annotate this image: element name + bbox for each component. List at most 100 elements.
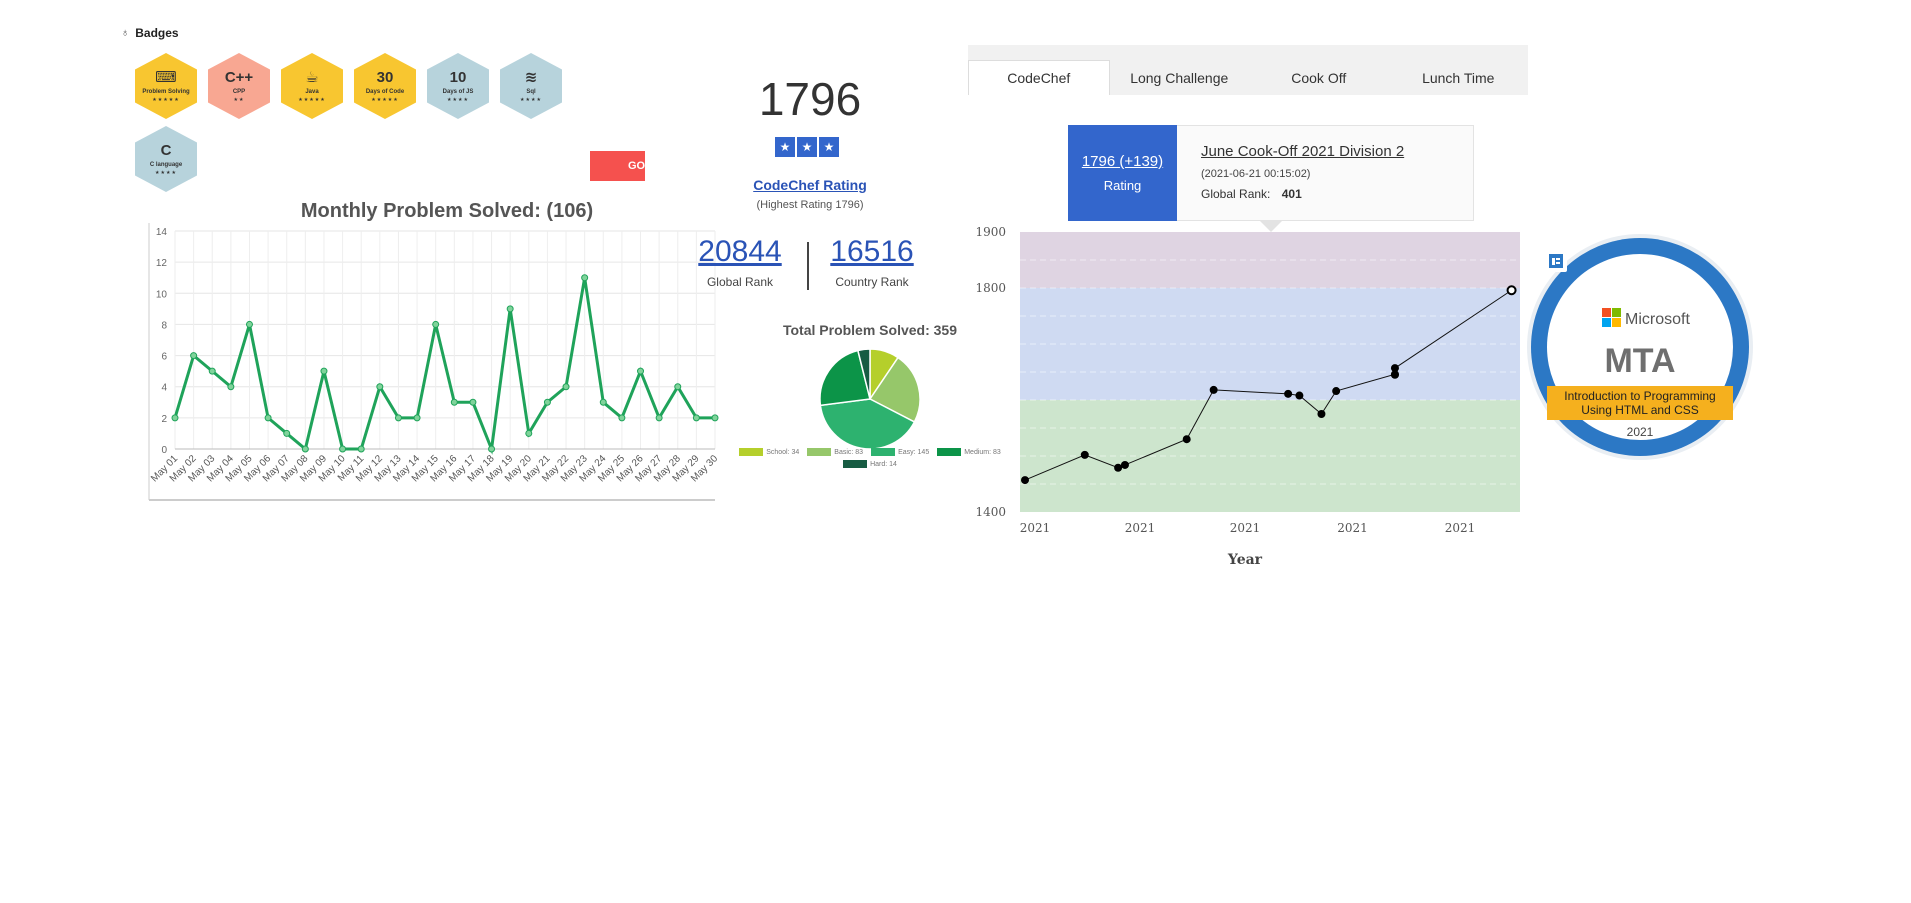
data-point[interactable] bbox=[339, 445, 347, 453]
tab-codechef[interactable]: CodeChef bbox=[968, 60, 1110, 95]
data-point[interactable] bbox=[171, 414, 179, 422]
legend-item[interactable]: School: 34 bbox=[739, 448, 799, 456]
codechef-rating-link[interactable]: CodeChef Rating bbox=[753, 177, 867, 193]
data-point[interactable] bbox=[190, 352, 198, 360]
legend-item[interactable]: Medium: 83 bbox=[937, 448, 1001, 456]
y-tick-label: 12 bbox=[156, 258, 168, 269]
rating-history-chart: 1400 1800 1900 2021 2021 2021 2021 2021 Year bbox=[975, 225, 1520, 568]
data-point[interactable] bbox=[506, 305, 514, 313]
data-point[interactable] bbox=[264, 414, 272, 422]
tab-cook-off[interactable]: Cook Off bbox=[1291, 70, 1347, 86]
badge-stars: ★★★★★ bbox=[298, 96, 326, 103]
tooltip-rating-change[interactable]: 1796 (+139) bbox=[1081, 153, 1164, 170]
y-tick-label: 1900 bbox=[975, 225, 1006, 239]
rating-point[interactable] bbox=[1120, 460, 1129, 469]
data-point[interactable] bbox=[320, 367, 328, 375]
data-point[interactable] bbox=[283, 429, 291, 437]
tooltip-global-rank-value: 401 bbox=[1281, 187, 1302, 201]
badge-problem-solving[interactable]: ⌨ Problem Solving ★★★★★ bbox=[135, 53, 197, 119]
pie-slice-hard[interactable] bbox=[856, 348, 871, 400]
tab-lunch-time[interactable]: Lunch Time bbox=[1422, 70, 1495, 86]
badge-sql[interactable]: ≋ Sql ★★★★ bbox=[500, 53, 562, 119]
badge-stars: ★★★★★ bbox=[152, 96, 180, 103]
badge-name: Java bbox=[305, 88, 319, 95]
country-rank-link[interactable]: 16516 bbox=[830, 235, 914, 268]
data-point[interactable] bbox=[525, 429, 533, 437]
badge-days-of-code[interactable]: 30 Days of Code ★★★★★ bbox=[354, 53, 416, 119]
rating-point[interactable] bbox=[1332, 387, 1341, 396]
series-line bbox=[173, 277, 715, 455]
rating-point[interactable] bbox=[1390, 370, 1399, 379]
badge-stars: ★★ bbox=[233, 96, 245, 103]
data-point[interactable] bbox=[394, 414, 402, 422]
rating-point[interactable] bbox=[1506, 285, 1517, 296]
monthly-chart: Monthly Problem Solved: (106) 0 2 4 6 8 10 12 14… bbox=[140, 195, 720, 505]
legend-label: Easy: 145 bbox=[898, 448, 930, 456]
x-tick-label: 2021 bbox=[1337, 521, 1368, 535]
data-point[interactable] bbox=[301, 445, 309, 453]
pie-slice-basic[interactable] bbox=[868, 356, 921, 423]
data-point[interactable] bbox=[469, 398, 477, 406]
data-point[interactable] bbox=[581, 274, 589, 282]
rating-point[interactable] bbox=[1284, 389, 1293, 398]
data-point[interactable] bbox=[674, 383, 682, 391]
badge-c-language[interactable]: C C language ★★★★ bbox=[135, 126, 197, 192]
data-point[interactable] bbox=[637, 367, 645, 375]
y-tick-label: 6 bbox=[161, 352, 167, 363]
data-point[interactable] bbox=[655, 414, 663, 422]
legend-item[interactable]: Easy: 145 bbox=[871, 448, 929, 456]
legend-swatch bbox=[739, 448, 764, 456]
star-icon: ★ bbox=[797, 137, 817, 157]
star-icon: ★ bbox=[775, 137, 795, 157]
badge-name: CPP bbox=[232, 88, 246, 95]
legend-item[interactable]: Basic: 83 bbox=[807, 448, 863, 456]
data-point[interactable] bbox=[692, 414, 700, 422]
badge-java[interactable]: ☕ Java ★★★★★ bbox=[281, 53, 343, 119]
legend-swatch bbox=[937, 448, 962, 456]
data-point[interactable] bbox=[227, 383, 235, 391]
badge-cpp[interactable]: C++ CPP ★★ bbox=[208, 53, 270, 119]
badge-name: Problem Solving bbox=[142, 88, 190, 95]
data-point[interactable] bbox=[711, 414, 719, 422]
data-point[interactable] bbox=[543, 398, 551, 406]
global-rank-link[interactable]: 20844 bbox=[698, 235, 782, 268]
data-point[interactable] bbox=[562, 383, 570, 391]
rating-point[interactable] bbox=[1295, 391, 1304, 400]
go-button[interactable]: GO bbox=[590, 151, 645, 181]
country-rank-label: Country Rank bbox=[835, 275, 909, 289]
cpp-icon: C++ bbox=[224, 68, 254, 86]
rating-point[interactable] bbox=[1114, 463, 1123, 472]
y-tick-label: 1800 bbox=[975, 281, 1006, 295]
badge-days-of-js[interactable]: 10 Days of JS ★★★★ bbox=[427, 53, 489, 119]
country-rank: 16516 Country Rank bbox=[812, 235, 932, 289]
mta-certification-badge: Microsoft MTA Introduction to Programmin… bbox=[1527, 234, 1753, 460]
pie-slice-medium[interactable] bbox=[819, 349, 871, 407]
data-point[interactable] bbox=[413, 414, 421, 422]
data-point[interactable] bbox=[618, 414, 626, 422]
tab-long-challenge[interactable]: Long Challenge bbox=[1130, 70, 1229, 86]
rating-point[interactable] bbox=[1209, 385, 1218, 394]
tooltip-contest-link[interactable]: June Cook-Off 2021 Division 2 bbox=[1201, 143, 1405, 160]
data-point[interactable] bbox=[488, 445, 496, 453]
data-point[interactable] bbox=[245, 320, 253, 328]
rating-point[interactable] bbox=[1317, 410, 1326, 418]
rating-point[interactable] bbox=[1182, 435, 1191, 444]
badge-name: C language bbox=[149, 161, 183, 168]
data-point[interactable] bbox=[432, 320, 440, 328]
java-icon: ☕ bbox=[305, 68, 319, 86]
tooltip-global-rank-label: Global Rank: bbox=[1201, 187, 1271, 201]
x-tick-label: 2021 bbox=[1020, 521, 1051, 535]
data-point[interactable] bbox=[357, 445, 365, 453]
rating-point[interactable] bbox=[1390, 364, 1399, 373]
data-point[interactable] bbox=[208, 367, 216, 375]
days-code-icon: 30 bbox=[376, 68, 394, 86]
data-point[interactable] bbox=[599, 398, 607, 406]
data-point[interactable] bbox=[450, 398, 458, 406]
legend-item[interactable]: Hard: 14 bbox=[843, 460, 897, 468]
rating-point[interactable] bbox=[1021, 476, 1029, 485]
pie-slice-easy[interactable] bbox=[819, 398, 916, 450]
data-point[interactable] bbox=[376, 383, 384, 391]
badges-header: ♁ Badges bbox=[121, 26, 179, 40]
rating-point[interactable] bbox=[1080, 450, 1089, 459]
y-tick-label: 0 bbox=[161, 445, 167, 456]
